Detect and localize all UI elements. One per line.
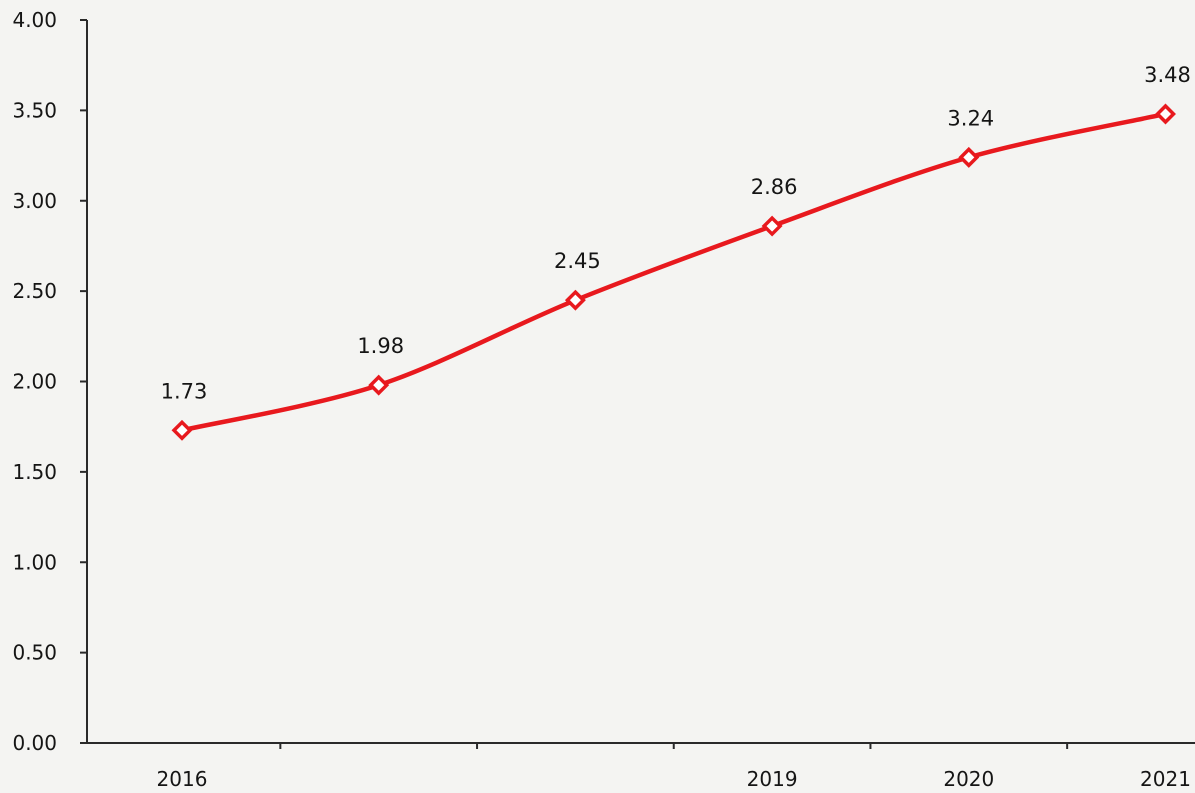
y-tick-label: 1.00 bbox=[12, 550, 57, 574]
x-tick-label: 2019 bbox=[747, 767, 798, 791]
x-tick-label: 2020 bbox=[943, 767, 994, 791]
data-label: 3.24 bbox=[947, 106, 994, 130]
y-tick-label: 2.00 bbox=[12, 370, 57, 394]
data-label: 3.48 bbox=[1144, 63, 1191, 87]
y-tick-label: 3.00 bbox=[12, 189, 57, 213]
data-label: 1.73 bbox=[161, 379, 208, 403]
data-point-marker bbox=[171, 419, 193, 441]
series-line bbox=[179, 111, 1168, 433]
data-label: 1.98 bbox=[357, 334, 404, 358]
y-tick-label: 2.50 bbox=[12, 279, 57, 303]
data-labels: 1.73 1.98 2.45 2.86 3.24 3.48 bbox=[161, 63, 1191, 403]
x-axis-ticks: 2016 2019 2020 2021 bbox=[157, 743, 1191, 791]
y-tick-label: 3.50 bbox=[12, 98, 57, 122]
data-label: 2.86 bbox=[751, 175, 798, 199]
series-group bbox=[171, 103, 1176, 441]
y-tick-label: 4.00 bbox=[12, 8, 57, 32]
data-point-marker bbox=[564, 289, 586, 311]
x-tick-label: 2016 bbox=[157, 767, 208, 791]
y-axis-ticks: 0.00 0.50 1.00 1.50 2.00 2.50 3.00 3.50 4.00 bbox=[12, 8, 87, 755]
data-point-marker bbox=[1155, 103, 1176, 125]
data-label: 2.45 bbox=[554, 249, 601, 273]
y-tick-label: 0.00 bbox=[12, 731, 57, 755]
data-point-marker bbox=[958, 146, 980, 168]
data-point-marker bbox=[368, 374, 390, 396]
data-point-marker bbox=[761, 215, 783, 237]
y-tick-label: 0.50 bbox=[12, 641, 57, 665]
x-tick-label: 2021 bbox=[1140, 767, 1191, 791]
y-tick-label: 1.50 bbox=[12, 460, 57, 484]
axes bbox=[86, 20, 1195, 744]
